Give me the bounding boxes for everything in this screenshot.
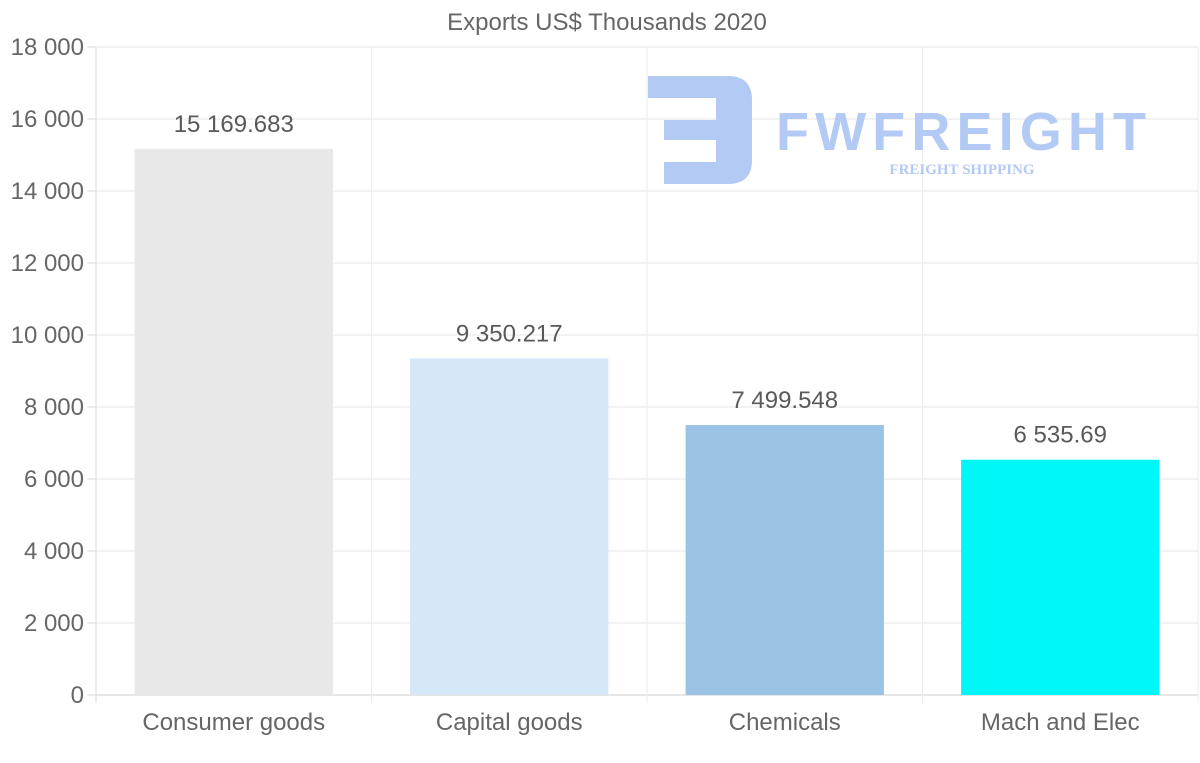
data-label: 15 169.683 <box>174 111 294 138</box>
bar-chemicals <box>685 425 884 695</box>
bar-consumer-goods <box>134 148 333 695</box>
y-tick-label: 6 000 <box>24 466 84 493</box>
bar-capital-goods <box>410 358 609 695</box>
data-label: 7 499.548 <box>731 387 838 414</box>
y-tick-label: 10 000 <box>11 322 84 349</box>
y-tick-label: 12 000 <box>11 250 84 277</box>
bar-mach-and-elec <box>961 459 1160 695</box>
y-tick-label: 0 <box>71 682 84 709</box>
chart-title: Exports US$ Thousands 2020 <box>447 9 767 36</box>
data-label: 6 535.69 <box>1014 422 1107 449</box>
y-tick-label: 14 000 <box>11 178 84 205</box>
y-tick-label: 16 000 <box>11 106 84 133</box>
y-tick-label: 4 000 <box>24 538 84 565</box>
watermark-brand: FWFREIGHT <box>776 102 1146 162</box>
x-tick-label: Chemicals <box>729 709 841 736</box>
y-axis: 0 2 000 4 000 6 000 8 000 10 000 12 000 14 000 1… <box>11 34 96 709</box>
bars <box>134 148 1160 695</box>
y-tick-label: 18 000 <box>11 34 84 61</box>
x-tick-label: Capital goods <box>436 709 583 736</box>
y-tick-label: 2 000 <box>24 610 84 637</box>
fwfreight-watermark: FWFREIGHT FREIGHT SHIPPING <box>648 76 1146 184</box>
x-tick-label: Consumer goods <box>142 709 325 736</box>
x-axis: Consumer goods Capital goods Chemicals Mach… <box>142 709 1139 736</box>
watermark-tagline: FREIGHT SHIPPING <box>889 162 1034 178</box>
x-tick-label: Mach and Elec <box>981 709 1140 736</box>
data-label: 9 350.217 <box>456 320 563 347</box>
y-tick-label: 8 000 <box>24 394 84 421</box>
fwfreight-logo-icon <box>648 76 752 184</box>
data-labels: 15 169.683 9 350.217 7 499.548 6 535.69 <box>174 111 1107 449</box>
